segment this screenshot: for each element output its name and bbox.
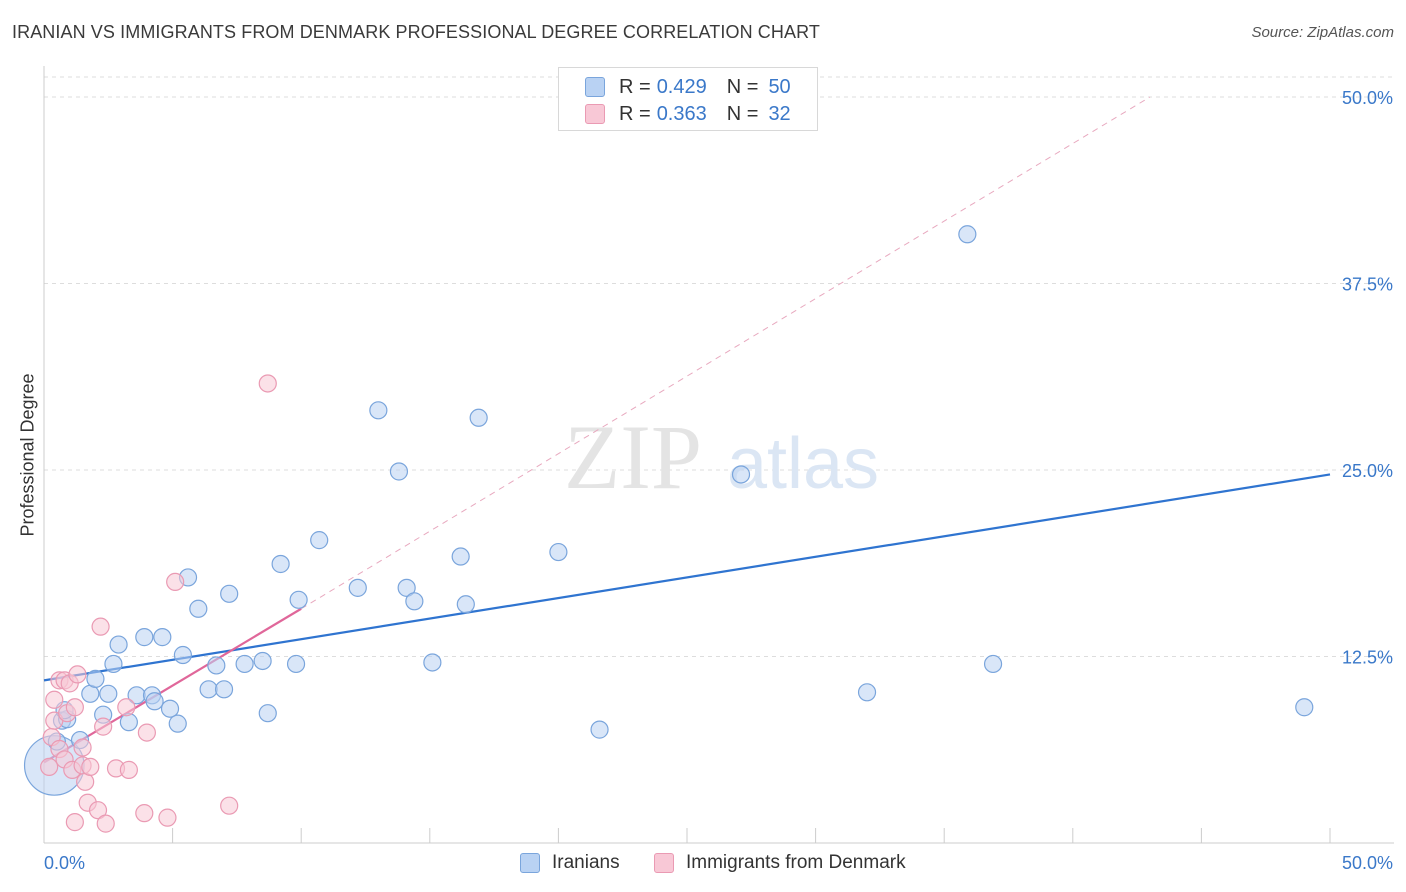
stats-legend: R = 0.429 N = 50 R = 0.363 N = 32 <box>558 67 818 131</box>
iranian-point <box>389 462 409 481</box>
axis-layer <box>43 66 1394 844</box>
denmark-point <box>119 760 138 779</box>
denmark-point <box>135 804 154 823</box>
iranian-point <box>199 680 218 699</box>
points-layer <box>23 225 1314 833</box>
iranian-point <box>983 654 1003 674</box>
grid-layer <box>44 76 1394 657</box>
denmark-point <box>68 665 87 684</box>
y-tick-label: 37.5% <box>1342 275 1393 295</box>
denmark-point <box>137 723 156 742</box>
legend-r-label: R = <box>619 75 651 98</box>
iranian-point <box>857 683 877 702</box>
legend-n-value: 32 <box>768 102 791 125</box>
watermark: ZIP atlas <box>564 406 879 508</box>
x-tick-label: 0.0% <box>44 853 85 873</box>
iranian-point <box>549 542 568 562</box>
iranian-point <box>173 645 192 665</box>
legend-r-label: R = <box>619 102 651 125</box>
iranian-point <box>731 465 751 484</box>
denmark-point <box>220 796 239 815</box>
denmark-point <box>45 690 64 709</box>
iranian-point <box>348 578 367 597</box>
series-legend: Iranians Immigrants from Denmark <box>0 852 1406 878</box>
iranian-point <box>104 654 123 674</box>
iranian-point <box>258 704 277 723</box>
legend-swatch-pink <box>585 104 605 124</box>
legend-item-denmark[interactable]: Immigrants from Denmark <box>654 852 906 874</box>
iranian-point <box>369 401 388 420</box>
iranian-point <box>1295 698 1314 717</box>
iranian-point <box>235 654 254 674</box>
iranian-point <box>145 692 164 711</box>
iranian-point <box>451 547 470 566</box>
legend-n-label: N = <box>726 102 759 125</box>
y-axis-label: Professional Degree <box>17 373 38 537</box>
iranian-point <box>958 225 977 244</box>
iranian-point <box>456 595 475 614</box>
denmark-point <box>117 698 136 717</box>
legend-label-iranians: Iranians <box>552 852 620 873</box>
watermark-atlas: atlas <box>727 424 879 504</box>
denmark-point <box>166 572 185 592</box>
denmark-point <box>258 374 277 393</box>
denmark-point <box>94 717 113 736</box>
legend-n-label: N = <box>726 75 759 98</box>
denmark-point <box>65 698 84 717</box>
legend-r-value: 0.363 <box>656 102 707 125</box>
denmark-trend-projection <box>300 96 1151 610</box>
iranian-point <box>189 599 208 618</box>
denmark-point <box>40 757 59 777</box>
iranian-point <box>253 651 272 671</box>
iranian-point <box>86 669 105 688</box>
iranian-point <box>99 684 118 703</box>
y-tick-label: 50.0% <box>1342 88 1393 108</box>
legend-r-value: 0.429 <box>656 75 707 98</box>
denmark-point <box>65 813 84 832</box>
iranian-point <box>469 408 488 427</box>
legend-swatch-pink <box>654 853 674 873</box>
denmark-point <box>96 814 115 833</box>
x-tick-label: 50.0% <box>1342 853 1393 873</box>
iranian-point <box>109 635 128 654</box>
iranian-point <box>310 531 329 550</box>
source-label: Source: ZipAtlas.com <box>1251 24 1394 41</box>
legend-row-iranians: R = 0.429 N = 50 <box>585 74 791 100</box>
iranian-point <box>119 713 138 732</box>
iranian-point <box>289 590 308 609</box>
tick-label-layer: 12.5% 25.0% 37.5% 50.0% 0.0% 50.0% <box>44 88 1393 873</box>
iranian-point <box>214 680 234 699</box>
chart-title: IRANIAN VS IMMIGRANTS FROM DENMARK PROFE… <box>12 22 820 42</box>
y-tick-label: 25.0% <box>1342 461 1393 481</box>
iranian-point <box>590 720 609 739</box>
legend-label-denmark: Immigrants from Denmark <box>686 852 906 873</box>
denmark-point <box>158 808 177 827</box>
denmark-point <box>88 801 108 820</box>
iranian-point <box>397 578 416 597</box>
denmark-point <box>73 738 92 757</box>
iranian-point <box>207 656 226 675</box>
iranians-trend-line <box>43 473 1331 682</box>
iranian-point <box>423 653 442 672</box>
legend-swatch-blue <box>585 77 605 97</box>
iranian-point <box>160 699 180 718</box>
iranian-point <box>405 592 424 611</box>
iranian-point <box>135 628 154 647</box>
legend-row-denmark: R = 0.363 N = 32 <box>585 101 791 127</box>
legend-swatch-blue <box>520 853 540 873</box>
watermark-zip: ZIP <box>564 406 702 508</box>
y-tick-label: 12.5% <box>1342 648 1393 668</box>
iranian-point <box>271 554 290 574</box>
iranian-point <box>220 584 239 603</box>
legend-item-iranians[interactable]: Iranians <box>520 852 620 874</box>
denmark-point <box>91 617 110 636</box>
legend-n-value: 50 <box>768 75 791 98</box>
iranian-point <box>286 654 306 674</box>
denmark-point <box>81 757 100 777</box>
iranian-point <box>153 628 172 647</box>
iranian-point <box>168 714 187 733</box>
